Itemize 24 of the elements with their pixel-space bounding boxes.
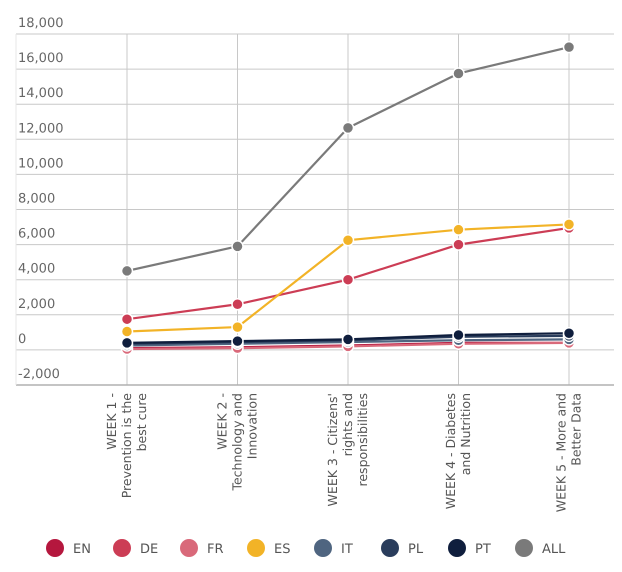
x-tick-label: WEEK 2 - Technology and Innovation bbox=[214, 393, 260, 492]
legend-label: ALL bbox=[542, 542, 566, 557]
y-tick-label: 6,000 bbox=[18, 226, 56, 242]
legend-label: EN bbox=[73, 542, 91, 557]
legend-label: PT bbox=[475, 542, 491, 557]
x-tick-label: WEEK 4 - Diabetes and Nutrition bbox=[443, 393, 473, 510]
legend-label: ES bbox=[274, 542, 290, 557]
legend-label: FR bbox=[207, 542, 224, 557]
legend-label: DE bbox=[140, 542, 158, 557]
x-tick-label: WEEK 3 - Citizens' rights and responsibilities bbox=[325, 393, 370, 506]
y-tick-label: 14,000 bbox=[18, 86, 64, 102]
y-tick-label: 4,000 bbox=[18, 262, 56, 277]
y-tick-label: 12,000 bbox=[18, 121, 64, 136]
y-tick-label: 2,000 bbox=[18, 296, 56, 312]
y-tick-label: 10,000 bbox=[18, 156, 64, 172]
legend-label: IT bbox=[341, 542, 353, 557]
x-tick-label: WEEK 5 - More and Better Data bbox=[554, 393, 584, 512]
y-tick-label: 0 bbox=[18, 332, 26, 347]
x-tick-label: WEEK 1 - Prevention is the best cure bbox=[104, 392, 149, 498]
y-tick-label: 8,000 bbox=[18, 192, 56, 206]
y-tick-label: 18,000 bbox=[18, 16, 64, 31]
legend-label: PL bbox=[408, 542, 424, 557]
y-tick-label: 16,000 bbox=[18, 51, 64, 66]
y-tick-label: -2,000 bbox=[18, 367, 60, 382]
